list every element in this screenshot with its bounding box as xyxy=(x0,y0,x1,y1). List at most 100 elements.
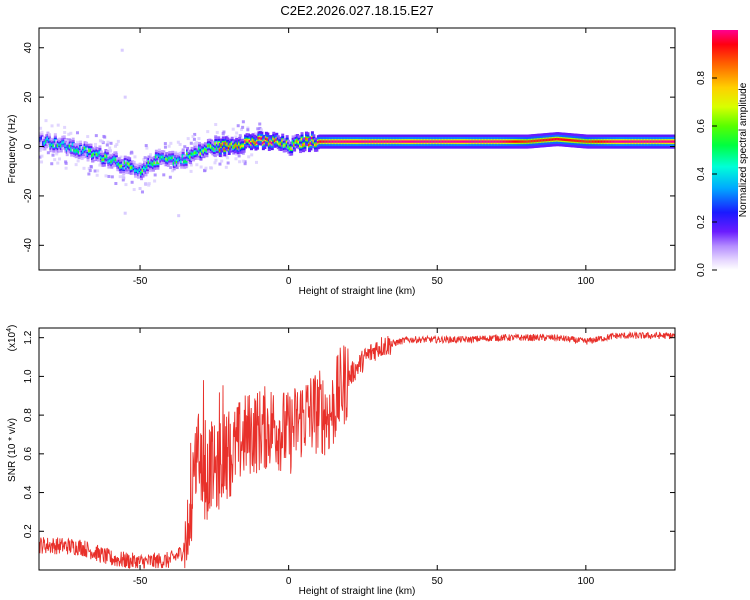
noise-speck xyxy=(241,125,245,129)
noise-speck xyxy=(116,139,120,143)
spectrogram-x-label: Height of straight line (km) xyxy=(299,286,416,297)
snr-y-ticks: 0.2 0.4 0.6 0.8 1.0 1.2 xyxy=(23,330,675,538)
noise-speck xyxy=(40,154,44,158)
noise-speck xyxy=(105,143,109,147)
noise-speck xyxy=(241,151,245,155)
x-tick-label: -50 xyxy=(133,276,148,287)
noise-speck xyxy=(130,150,134,154)
noise-speck xyxy=(88,169,92,173)
noise-speck xyxy=(40,160,44,164)
y-tick-label: 0.6 xyxy=(23,446,34,460)
noise-speck xyxy=(109,141,113,145)
x-tick-label: 0 xyxy=(286,576,292,587)
noise-speck xyxy=(94,134,98,138)
noise-speck xyxy=(63,125,67,129)
noise-speck xyxy=(241,120,245,124)
noise-speck xyxy=(153,179,157,183)
noise-speck xyxy=(147,182,151,186)
noise-speck xyxy=(237,154,241,158)
noise-speck xyxy=(82,166,86,170)
colorbar-gradient xyxy=(712,30,738,270)
noise-speck xyxy=(142,157,146,161)
noise-speck xyxy=(204,166,208,170)
noise-speck xyxy=(226,161,230,165)
spectrogram-y-ticks: -40 -20 0 20 40 xyxy=(23,42,675,253)
colorbar-tick-label: 0.2 xyxy=(696,215,707,229)
noise-speck xyxy=(145,146,149,150)
noise-speck xyxy=(224,165,228,169)
noise-speck xyxy=(171,169,175,173)
noise-speck xyxy=(39,146,43,150)
noise-speck xyxy=(133,155,137,159)
noise-speck xyxy=(169,166,173,170)
noise-speck xyxy=(57,157,61,161)
noise-speck xyxy=(243,162,247,166)
spectrogram-ridge xyxy=(39,130,675,181)
noise-speck xyxy=(191,135,195,139)
noise-speck xyxy=(102,134,106,138)
noise-speck xyxy=(106,140,110,144)
noise-speck xyxy=(240,127,244,131)
noise-speck xyxy=(236,124,240,128)
y-tick-label: 1.0 xyxy=(23,369,34,383)
noise-speck xyxy=(210,166,214,170)
noise-speck xyxy=(253,132,257,136)
noise-speck xyxy=(183,145,187,149)
noise-speck xyxy=(189,141,193,145)
noise-speck xyxy=(254,160,258,164)
y-tick-label: 1.2 xyxy=(23,330,34,344)
noise-speck xyxy=(121,178,125,182)
noise-speck xyxy=(87,172,91,176)
y-tick-label: 0.2 xyxy=(23,524,34,538)
snr-y-label: SNR (10 * v/v) xyxy=(7,418,18,482)
snr-x-ticks: -50 0 50 100 xyxy=(133,328,595,587)
noise-speck xyxy=(53,158,57,162)
noise-speck xyxy=(120,48,124,52)
noise-speck xyxy=(50,162,54,166)
noise-speck xyxy=(206,130,210,134)
noise-speck xyxy=(55,152,59,156)
noise-speck xyxy=(76,159,80,163)
ridge-core xyxy=(156,161,160,164)
snr-scale-note: (x104) xyxy=(6,325,18,352)
x-tick-label: 50 xyxy=(432,576,444,587)
noise-speck xyxy=(108,149,112,153)
noise-speck xyxy=(76,140,80,144)
noise-speck xyxy=(39,126,43,130)
noise-speck xyxy=(144,182,148,186)
noise-speck xyxy=(100,139,104,143)
colorbar-ticks: 0.0 0.2 0.4 0.6 0.8 xyxy=(696,71,717,277)
noise-speck xyxy=(140,190,144,194)
noise-speck xyxy=(167,144,171,148)
y-tick-label: 0.8 xyxy=(23,408,34,422)
noise-speck xyxy=(192,137,196,141)
noise-speck xyxy=(215,130,219,134)
noise-speck xyxy=(234,157,238,161)
noise-speck xyxy=(186,137,190,141)
colorbar-tick-label: 0.0 xyxy=(696,263,707,277)
noise-speck xyxy=(218,162,222,166)
noise-speck xyxy=(94,142,98,146)
noise-speck xyxy=(118,175,122,179)
noise-speck xyxy=(199,165,203,169)
x-tick-label: 50 xyxy=(432,276,444,287)
noise-speck xyxy=(189,163,193,167)
noise-speck xyxy=(234,152,238,156)
noise-speck xyxy=(123,95,127,99)
noise-speck xyxy=(93,169,97,173)
noise-speck xyxy=(121,176,125,180)
noise-speck xyxy=(247,155,251,159)
colorbar-tick-label: 0.6 xyxy=(696,119,707,133)
noise-speck xyxy=(89,165,93,169)
noise-speck xyxy=(64,166,68,170)
x-tick-label: 100 xyxy=(577,576,594,587)
noise-speck xyxy=(39,155,42,159)
noise-speck xyxy=(193,132,197,136)
snr-series-line xyxy=(39,330,675,570)
noise-speck xyxy=(225,154,229,158)
noise-speck xyxy=(114,144,118,148)
snr-panel: -50 0 50 100 0.2 0.4 0.6 0.8 1.0 1.2 Height of s… xyxy=(6,325,676,597)
noise-speck xyxy=(195,141,199,145)
colorbar: 0.0 0.2 0.4 0.6 0.8 Normalized spectral ampl… xyxy=(696,30,749,277)
noise-speck xyxy=(250,153,254,157)
